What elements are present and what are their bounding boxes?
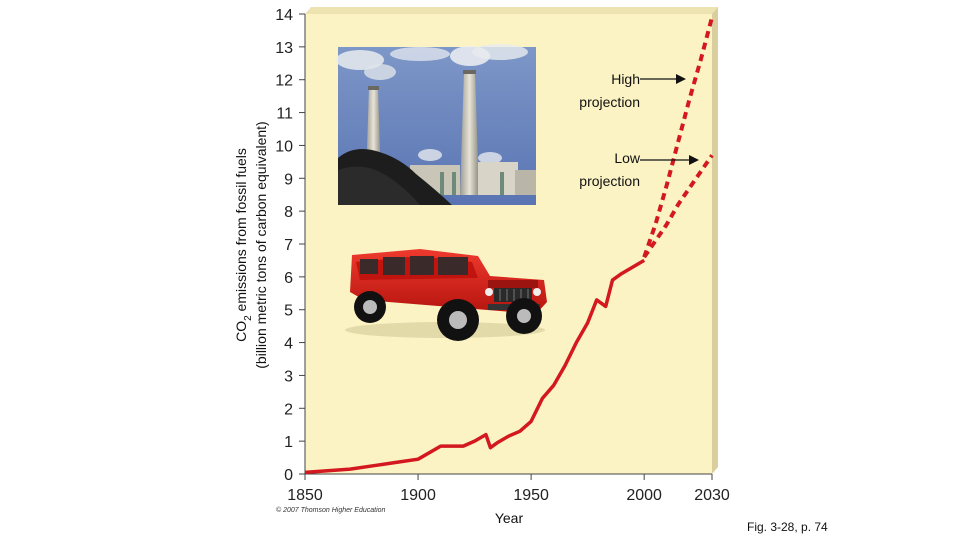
y-tick-label: 5 [284, 303, 293, 320]
slab-side [712, 7, 718, 474]
y-tick-label: 14 [275, 7, 293, 24]
copyright-credit: © 2007 Thomson Higher Education [276, 506, 386, 514]
low-series-line [642, 154, 714, 259]
x-tick-label: 1850 [287, 487, 323, 504]
observed-series-line [304, 258, 646, 475]
y-tick-label: 1 [284, 434, 293, 451]
y-tick-label: 6 [284, 270, 293, 287]
x-tick-label: 1950 [513, 487, 549, 504]
y-tick-label: 3 [284, 368, 293, 385]
y-tick-label: 9 [284, 171, 293, 188]
y-tick-label: 12 [275, 73, 293, 90]
high-series-line [642, 16, 714, 258]
x-axis: 1850 1900 1950 2000 2030 [287, 473, 730, 504]
series-layer [304, 16, 714, 475]
y-tick-label: 2 [284, 401, 293, 418]
x-tick-label: 2000 [626, 487, 662, 504]
x-tick-label: 1900 [400, 487, 436, 504]
x-axis-title: Year [495, 510, 524, 526]
y-tick-label: 11 [276, 106, 293, 123]
y-tick-label: 0 [284, 467, 293, 484]
y-tick-label: 10 [275, 138, 293, 155]
y-tick-label: 7 [284, 237, 293, 254]
y-axis-title-line1: CO2 emissions from fossil fuels [233, 148, 254, 342]
y-axis-title-line2: (billion metric tons of carbon equivalen… [253, 121, 269, 368]
y-tick-label: 8 [284, 204, 293, 221]
slab-top [305, 7, 718, 14]
figure-reference: Fig. 3-28, p. 74 [747, 520, 828, 534]
annotation-low-line2: projection [579, 173, 640, 189]
low-arrow-head [689, 155, 699, 165]
annotation-high-line2: projection [579, 94, 640, 110]
annotation-low: Low projection [579, 150, 699, 189]
y-axis-title: CO2 emissions from fossil fuels (billion… [233, 121, 269, 368]
annotation-low-line1: Low [614, 150, 641, 166]
red-suv-photo [345, 249, 547, 341]
y-tick-label: 4 [284, 336, 293, 353]
high-arrow-head [676, 74, 686, 84]
annotation-high-line1: High [611, 71, 640, 87]
x-tick-label: 2030 [694, 487, 730, 504]
annotation-high: High projection [579, 71, 686, 110]
power-plant-smokestacks-photo [336, 44, 536, 205]
y-tick-label: 13 [275, 40, 293, 57]
